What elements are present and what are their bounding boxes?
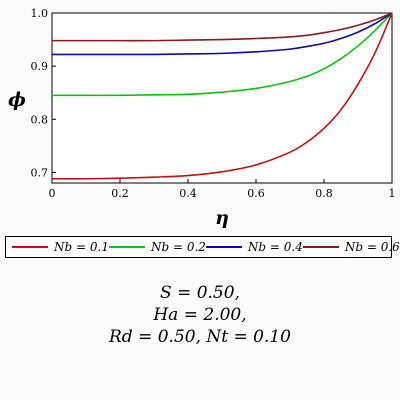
legend-label: Nb = 0.6 [344, 240, 400, 254]
legend-item: Nb = 0.6 [302, 240, 400, 254]
series-lines [51, 12, 393, 180]
axis-ticks: 0 0.2 0.4 0.6 0.8 1 0.7 0.8 0.9 1.0 [31, 7, 396, 200]
param-line-2: Ha = 2.00, [153, 305, 247, 325]
x-tick-label: 1 [389, 187, 396, 200]
series-line-1 [51, 12, 393, 180]
x-tick-label: 0.4 [179, 187, 197, 200]
legend: Nb = 0.1 Nb = 0.2 Nb = 0.4 Nb = 0.6 [5, 236, 400, 258]
legend-label: Nb = 0.4 [247, 240, 303, 254]
legend-swatch [302, 246, 339, 248]
y-tick-label: 1.0 [31, 7, 49, 20]
legend-swatch [205, 246, 242, 248]
parameter-block: S = 0.50, Ha = 2.00, Rd = 0.50, Nt = 0.1… [0, 282, 400, 348]
y-tick-label: 0.9 [31, 60, 49, 73]
series-line-4 [52, 12, 393, 42]
param-line-1: S = 0.50, [160, 283, 240, 303]
legend-item: Nb = 0.2 [108, 240, 206, 254]
y-tick-label: 0.8 [31, 113, 49, 126]
legend-swatch [12, 246, 48, 248]
x-tick-label: 0 [49, 187, 56, 200]
series-line-3 [52, 12, 393, 56]
x-tick-label: 0.2 [111, 187, 129, 200]
series-line-2 [51, 12, 393, 97]
legend-label: Nb = 0.2 [150, 240, 206, 254]
param-line-3: Rd = 0.50, Nt = 0.10 [108, 327, 291, 347]
x-axis-title: η [215, 207, 229, 229]
legend-label: Nb = 0.1 [54, 240, 109, 254]
y-axis-title: ϕ [8, 89, 26, 111]
x-tick-label: 0.6 [247, 187, 265, 200]
y-tick-label: 0.7 [31, 166, 49, 179]
legend-swatch [108, 246, 145, 248]
x-tick-label: 0.8 [315, 187, 333, 200]
legend-item: Nb = 0.1 [12, 240, 109, 254]
legend-item: Nb = 0.4 [205, 240, 303, 254]
chart: 0 0.2 0.4 0.6 0.8 1 0.7 0.8 0.9 1.0 ϕ η [8, 7, 396, 229]
